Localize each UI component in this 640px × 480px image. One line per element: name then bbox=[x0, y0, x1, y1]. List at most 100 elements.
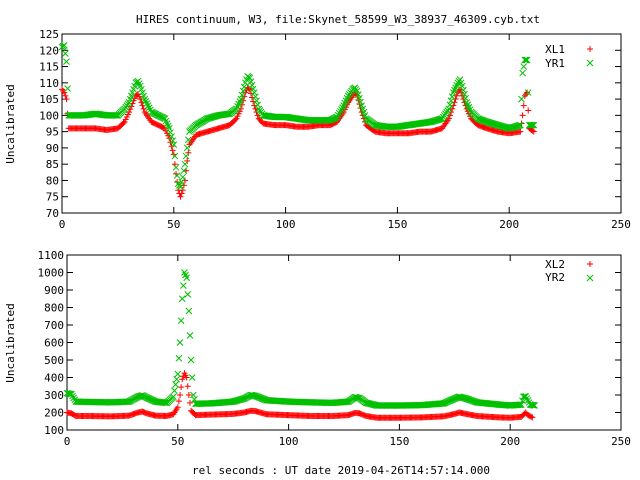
bottom-y-tick-label: 600 bbox=[44, 337, 64, 350]
top-point-yr1 bbox=[237, 95, 245, 103]
top-point-yr1 bbox=[181, 160, 189, 168]
top-point-yr1 bbox=[145, 104, 153, 112]
top-point-yr1 bbox=[252, 93, 259, 101]
top-point-yr1 bbox=[172, 164, 180, 171]
bottom-y-tick-label: 400 bbox=[44, 372, 64, 385]
bottom-point-xl2 bbox=[177, 392, 184, 398]
bottom-point-xl2 bbox=[184, 383, 191, 390]
top-y-tick-label: 90 bbox=[46, 142, 59, 155]
top-point-yr1 bbox=[354, 91, 362, 98]
top-point-yr1 bbox=[529, 121, 537, 129]
bottom-x-tick-label: 50 bbox=[171, 435, 184, 448]
top-point-yr1 bbox=[338, 106, 345, 113]
top-point-yr1 bbox=[522, 56, 530, 64]
top-panel: Uncalibrated 70 75 80 85 90 95 100 105 110 115 120… bbox=[4, 28, 631, 231]
bottom-x-tick-label: 200 bbox=[500, 435, 520, 448]
bottom-x-tick-label: 100 bbox=[279, 435, 299, 448]
chart-title: HIRES continuum, W3, file:Skynet_58599_W… bbox=[136, 13, 540, 26]
bottom-y-tick-label: 1000 bbox=[38, 267, 65, 280]
top-point-xl1 bbox=[137, 96, 144, 103]
bottom-x-tick-label: 150 bbox=[389, 435, 409, 448]
top-point-xl1 bbox=[445, 115, 452, 122]
top-point-yr1 bbox=[143, 100, 151, 107]
bottom-point-xl2 bbox=[529, 414, 536, 421]
bottom-point-yr2 bbox=[516, 401, 524, 409]
bottom-y-tick-label: 900 bbox=[44, 284, 64, 297]
top-point-yr1 bbox=[225, 110, 232, 118]
bottom-point-xl2 bbox=[528, 413, 535, 420]
top-x-tick-label: 100 bbox=[276, 218, 296, 231]
bottom-point-yr2 bbox=[179, 282, 187, 289]
top-point-yr1 bbox=[333, 113, 341, 121]
top-point-yr1 bbox=[523, 56, 531, 64]
top-point-yr1 bbox=[524, 89, 532, 96]
top-y-tick-label: 120 bbox=[39, 44, 59, 57]
legend-label-yr1: YR1 bbox=[545, 57, 565, 70]
bottom-point-yr2 bbox=[175, 354, 183, 362]
bottom-point-yr2 bbox=[69, 392, 76, 400]
top-point-yr1 bbox=[458, 82, 466, 90]
top-point-xl1 bbox=[519, 112, 526, 119]
bottom-y-tick-label: 1100 bbox=[38, 249, 65, 262]
bottom-point-yr2 bbox=[174, 370, 182, 378]
bottom-point-xl2 bbox=[175, 398, 182, 405]
x-axis-label: rel seconds : UT date 2019-04-26T14:57:1… bbox=[192, 464, 490, 477]
legend-label-xl2: XL2 bbox=[545, 258, 565, 271]
top-x-tick-label: 50 bbox=[167, 218, 180, 231]
top-point-yr1 bbox=[335, 109, 343, 117]
bottom-point-yr2 bbox=[176, 339, 184, 346]
bottom-point-xl2 bbox=[185, 392, 192, 398]
top-point-xl1 bbox=[245, 85, 252, 92]
legend-marker-yr2 bbox=[586, 274, 594, 282]
top-point-xl1 bbox=[452, 96, 459, 103]
bottom-point-yr2 bbox=[189, 391, 197, 399]
bottom-y-tick-label: 200 bbox=[44, 407, 64, 420]
top-point-xl1 bbox=[126, 109, 133, 116]
top-point-xl1 bbox=[520, 102, 527, 109]
bottom-point-xl2 bbox=[174, 404, 181, 411]
top-axis-ticks: 70 75 80 85 90 95 100 105 110 115 120 125 0 50 100 150 2… bbox=[39, 28, 631, 231]
top-point-yr1 bbox=[168, 133, 175, 140]
bottom-point-yr2 bbox=[68, 390, 75, 398]
top-point-xl1 bbox=[169, 147, 176, 154]
top-point-yr1 bbox=[518, 95, 525, 103]
top-point-yr1 bbox=[461, 90, 468, 98]
bottom-point-yr2 bbox=[186, 332, 194, 339]
bottom-point-yr2 bbox=[185, 307, 193, 315]
top-point-yr1 bbox=[520, 63, 528, 70]
top-point-yr1 bbox=[171, 152, 179, 160]
top-point-yr1 bbox=[515, 122, 523, 129]
bottom-point-yr2 bbox=[188, 374, 196, 381]
top-point-yr1 bbox=[445, 105, 453, 113]
top-y-tick-label: 125 bbox=[39, 28, 59, 41]
top-point-xl1 bbox=[185, 149, 192, 156]
top-y-tick-label: 85 bbox=[46, 158, 59, 171]
bottom-x-tick-label: 0 bbox=[64, 435, 71, 448]
bottom-legend: XL2 YR2 bbox=[545, 258, 594, 284]
bottom-y-tick-label: 500 bbox=[44, 354, 64, 367]
top-y-tick-label: 100 bbox=[39, 109, 59, 122]
top-y-tick-label: 110 bbox=[39, 77, 59, 90]
bottom-point-yr2 bbox=[531, 402, 538, 409]
bottom-point-yr2 bbox=[170, 393, 177, 401]
bottom-y-tick-label: 300 bbox=[44, 389, 64, 402]
top-point-yr1 bbox=[180, 167, 188, 175]
top-point-yr1 bbox=[337, 107, 344, 115]
bottom-point-xl2 bbox=[178, 384, 185, 391]
top-y-tick-label: 115 bbox=[39, 61, 59, 74]
top-point-xl1 bbox=[529, 127, 536, 134]
top-point-xl1 bbox=[63, 96, 70, 103]
top-point-xl1 bbox=[62, 92, 69, 99]
top-y-tick-label: 80 bbox=[46, 174, 59, 187]
legend-marker-xl1 bbox=[587, 46, 593, 52]
bottom-point-yr2 bbox=[177, 317, 185, 324]
top-point-xl1 bbox=[120, 119, 127, 126]
bottom-point-yr2 bbox=[183, 274, 191, 282]
bottom-point-yr2 bbox=[239, 395, 247, 403]
bottom-point-yr2 bbox=[355, 394, 362, 402]
top-point-yr1 bbox=[353, 87, 361, 95]
top-point-yr1 bbox=[249, 85, 257, 93]
top-point-xl1 bbox=[453, 92, 460, 99]
bottom-point-yr2 bbox=[172, 381, 179, 388]
